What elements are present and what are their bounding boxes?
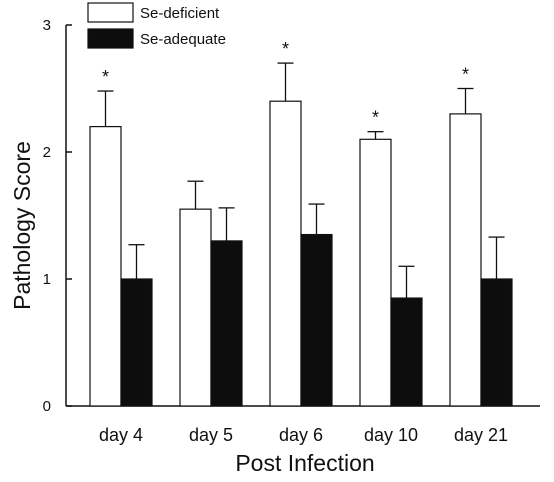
bar	[120, 278, 153, 407]
bar	[89, 125, 122, 407]
bar	[300, 233, 333, 407]
significance-markers: * * * *	[102, 39, 469, 128]
x-tick-label: day 21	[454, 425, 508, 445]
x-axis-title: Post Infection	[235, 450, 374, 476]
bar	[179, 208, 212, 407]
y-tick-label: 2	[43, 144, 51, 161]
significance-star: *	[462, 65, 469, 85]
bars	[89, 100, 513, 407]
legend-label: Se-adequate	[140, 31, 226, 48]
bar	[390, 297, 423, 407]
y-axis-title: Pathology Score	[9, 141, 35, 310]
x-tick-label: day 6	[279, 425, 323, 445]
x-tick-label: day 5	[189, 425, 233, 445]
bar	[359, 138, 392, 407]
x-tick-label: day 4	[99, 425, 143, 445]
legend-swatch	[87, 28, 134, 49]
significance-star: *	[102, 67, 109, 87]
error-bars	[97, 62, 505, 299]
bar	[269, 100, 302, 407]
legend-swatch	[87, 2, 134, 23]
tick-labels: 0 1 2 3 day 4 day 5 day 6 day 10 day 21	[43, 17, 508, 445]
significance-star: *	[372, 108, 379, 128]
y-tick-label: 0	[43, 398, 51, 415]
x-tick-label: day 10	[364, 425, 418, 445]
y-tick-label: 1	[43, 271, 51, 288]
bar	[449, 113, 482, 407]
legend: Se-deficient Se-adequate	[87, 2, 226, 49]
y-tick-label: 3	[43, 17, 51, 34]
legend-label: Se-deficient	[140, 5, 220, 22]
bar	[210, 240, 243, 407]
significance-star: *	[282, 39, 289, 59]
bar	[480, 278, 513, 407]
